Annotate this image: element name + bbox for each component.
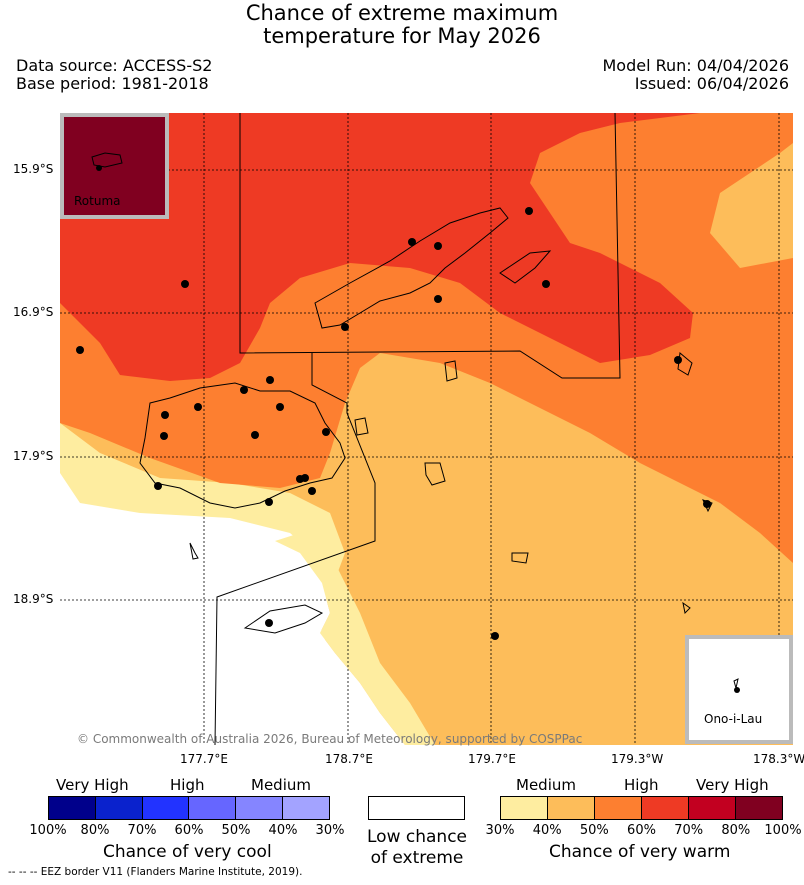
cool-swatch bbox=[49, 797, 95, 819]
lat-label: 18.9°S bbox=[13, 592, 54, 606]
warm-tick-label: 70% bbox=[674, 823, 704, 838]
zone-60-70 bbox=[60, 113, 700, 381]
neutral-line-1: Low chance bbox=[367, 827, 467, 847]
cool-tick-label: 40% bbox=[268, 823, 298, 838]
ono-i-lau-label: Ono-i-Lau bbox=[704, 712, 763, 726]
warm-header-medium: Medium bbox=[516, 776, 576, 794]
lat-label: 15.9°S bbox=[13, 162, 54, 176]
cool-swatch bbox=[188, 797, 236, 819]
base-period: Base period: 1981-2018 bbox=[16, 74, 209, 93]
taveuni bbox=[499, 250, 552, 284]
rotuma-inset bbox=[60, 113, 169, 219]
neutral-line-2: of extreme bbox=[370, 848, 464, 868]
ono-i-lau-inset bbox=[685, 635, 793, 744]
lat-label: 17.9°S bbox=[13, 449, 54, 463]
viti-levu bbox=[139, 382, 346, 509]
warm-ticks: 30% 40% 50% 60% 70% 80% 100% bbox=[486, 823, 802, 839]
warm-tick-label: 80% bbox=[721, 823, 751, 838]
cool-tick-label: 100% bbox=[29, 823, 67, 838]
cool-title: Chance of very cool bbox=[103, 842, 272, 862]
data-source: Data source: ACCESS-S2 bbox=[16, 56, 213, 75]
warm-tick-label: 30% bbox=[485, 823, 515, 838]
warm-header-very-high: Very High bbox=[696, 776, 769, 794]
cool-ticks: 100% 80% 70% 60% 50% 40% 30% bbox=[29, 823, 344, 839]
warm-swatch bbox=[501, 797, 547, 819]
rotuma-label: Rotuma bbox=[74, 194, 121, 208]
lomaiviti bbox=[444, 360, 458, 382]
cool-tick-label: 80% bbox=[80, 823, 110, 838]
warm-colorbar bbox=[500, 796, 783, 820]
fiji-map bbox=[60, 113, 793, 745]
lon-label: 178.3°W bbox=[753, 752, 804, 766]
warm-tick-label: 50% bbox=[579, 823, 609, 838]
lon-label: 179.7°E bbox=[468, 752, 516, 766]
eez-footnote: -- -- -- EEZ border V11 (Flanders Marine… bbox=[8, 866, 303, 878]
warm-tick-label: 100% bbox=[764, 823, 802, 838]
warm-tick-label: 40% bbox=[532, 823, 562, 838]
cool-colorbar bbox=[48, 796, 330, 820]
warm-swatch bbox=[735, 797, 782, 819]
map-title: Chance of extreme maximum temperature fo… bbox=[0, 2, 804, 48]
warm-title: Chance of very warm bbox=[549, 842, 731, 862]
lat-label: 16.9°S bbox=[13, 305, 54, 319]
title-line-2: temperature for May 2026 bbox=[263, 24, 541, 48]
warm-swatch bbox=[594, 797, 641, 819]
zone-low-lobe bbox=[60, 493, 405, 745]
cool-swatch bbox=[235, 797, 283, 819]
copyright: © Commonwealth of Australia 2026, Bureau… bbox=[77, 732, 583, 746]
warm-header-high: High bbox=[624, 776, 659, 794]
warm-swatch bbox=[547, 797, 594, 819]
cool-header-high: High bbox=[170, 776, 205, 794]
cool-tick-label: 70% bbox=[127, 823, 157, 838]
warm-tick-label: 60% bbox=[627, 823, 656, 838]
eez-border bbox=[239, 113, 621, 379]
lon-label: 177.7°E bbox=[180, 752, 228, 766]
cool-tick-label: 30% bbox=[315, 823, 345, 838]
cool-header-medium: Medium bbox=[251, 776, 311, 794]
kadavu bbox=[243, 604, 324, 634]
neutral-box bbox=[368, 796, 465, 820]
cool-swatch bbox=[94, 797, 142, 819]
model-run: Model Run: 04/04/2026 bbox=[602, 56, 790, 75]
lon-label: 178.7°E bbox=[325, 752, 373, 766]
title-line-1: Chance of extreme maximum bbox=[245, 1, 559, 25]
warm-swatch bbox=[641, 797, 688, 819]
cool-header-very-high: Very High bbox=[56, 776, 129, 794]
cool-tick-label: 60% bbox=[174, 823, 204, 838]
neutral-label: Low chance of extreme bbox=[343, 827, 491, 869]
gridlines bbox=[60, 113, 793, 745]
cool-tick-label: 50% bbox=[221, 823, 251, 838]
station-dots bbox=[76, 207, 711, 640]
warm-swatch bbox=[688, 797, 735, 819]
issued-date: Issued: 06/04/2026 bbox=[634, 74, 789, 93]
cool-swatch bbox=[141, 797, 189, 819]
cool-swatch bbox=[282, 797, 329, 819]
lon-label: 179.3°W bbox=[611, 752, 664, 766]
zone-low-edge bbox=[275, 533, 435, 745]
